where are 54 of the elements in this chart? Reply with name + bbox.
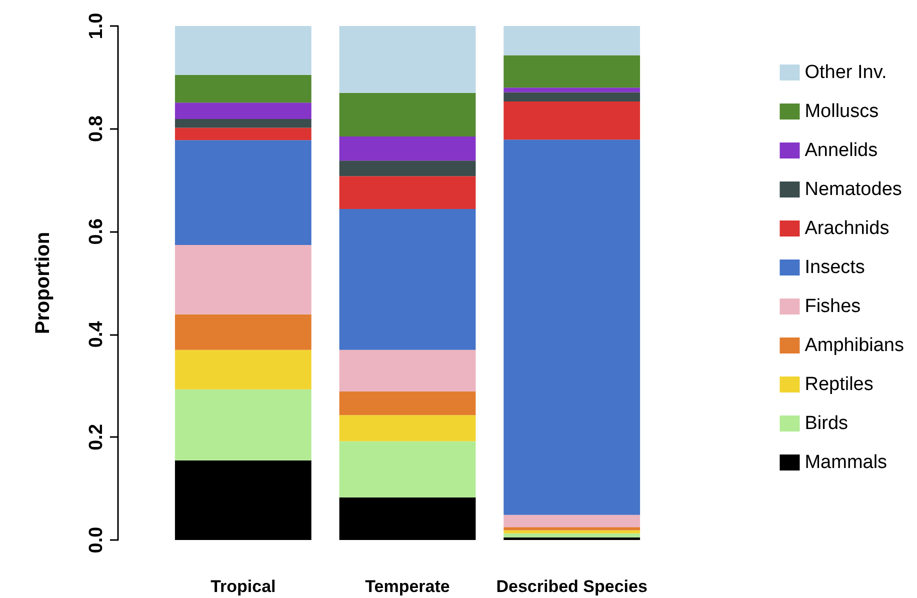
- bar: [339, 176, 476, 209]
- bar: [504, 88, 640, 92]
- y-tick-label: 0.8: [86, 116, 107, 142]
- bar: [504, 514, 640, 528]
- legend-label: Other Inv.: [804, 62, 887, 83]
- legend-label: Molluscs: [804, 101, 879, 122]
- bar: [174, 314, 312, 350]
- bar: [339, 136, 476, 161]
- y-tick-label: 0.0: [86, 526, 107, 554]
- y-tick-label: 1.0: [86, 12, 107, 40]
- legend-label: Arachnids: [804, 218, 890, 239]
- bar: [174, 74, 312, 103]
- y-tick-label: 0.6: [86, 218, 107, 245]
- bar: [504, 92, 640, 102]
- bar: [339, 92, 476, 137]
- bar: [504, 527, 640, 530]
- bar: [174, 102, 312, 120]
- bar: [504, 55, 640, 88]
- bar: [504, 140, 640, 515]
- y-axis-title: Proportion: [32, 232, 54, 334]
- legend-label: Birds: [804, 413, 848, 434]
- bar: [339, 391, 476, 416]
- legend-label: Mammals: [804, 452, 888, 473]
- x-tick-label: Tropical: [210, 577, 276, 596]
- legend-label: Reptiles: [804, 374, 874, 395]
- bar: [339, 208, 476, 350]
- bar: [174, 350, 312, 390]
- bar: [339, 26, 476, 93]
- y-tick-label: 0.2: [86, 424, 107, 450]
- bar: [174, 244, 312, 314]
- bar: [174, 389, 312, 460]
- bar: [174, 140, 312, 245]
- bar: [504, 102, 640, 140]
- bar: [504, 533, 640, 538]
- x-tick-label: Temperate: [365, 577, 450, 596]
- legend-label: Annelids: [804, 140, 878, 161]
- legend-label: Amphibians: [804, 335, 904, 356]
- bar: [174, 26, 312, 75]
- bar: [339, 415, 476, 442]
- bar: [174, 119, 312, 128]
- bar: [339, 160, 476, 176]
- x-tick-label: Described Species: [496, 577, 648, 596]
- bar: [339, 497, 476, 540]
- legend-label: Insects: [804, 257, 865, 278]
- bar: [339, 350, 476, 392]
- legend-label: Nematodes: [804, 179, 902, 200]
- bar: [174, 128, 312, 140]
- bar: [504, 530, 640, 534]
- bar: [504, 26, 640, 56]
- bar: [504, 537, 640, 540]
- y-tick-label: 0.4: [86, 320, 107, 348]
- bar: [339, 441, 476, 498]
- legend-label: Fishes: [804, 296, 861, 317]
- bar: [174, 460, 312, 540]
